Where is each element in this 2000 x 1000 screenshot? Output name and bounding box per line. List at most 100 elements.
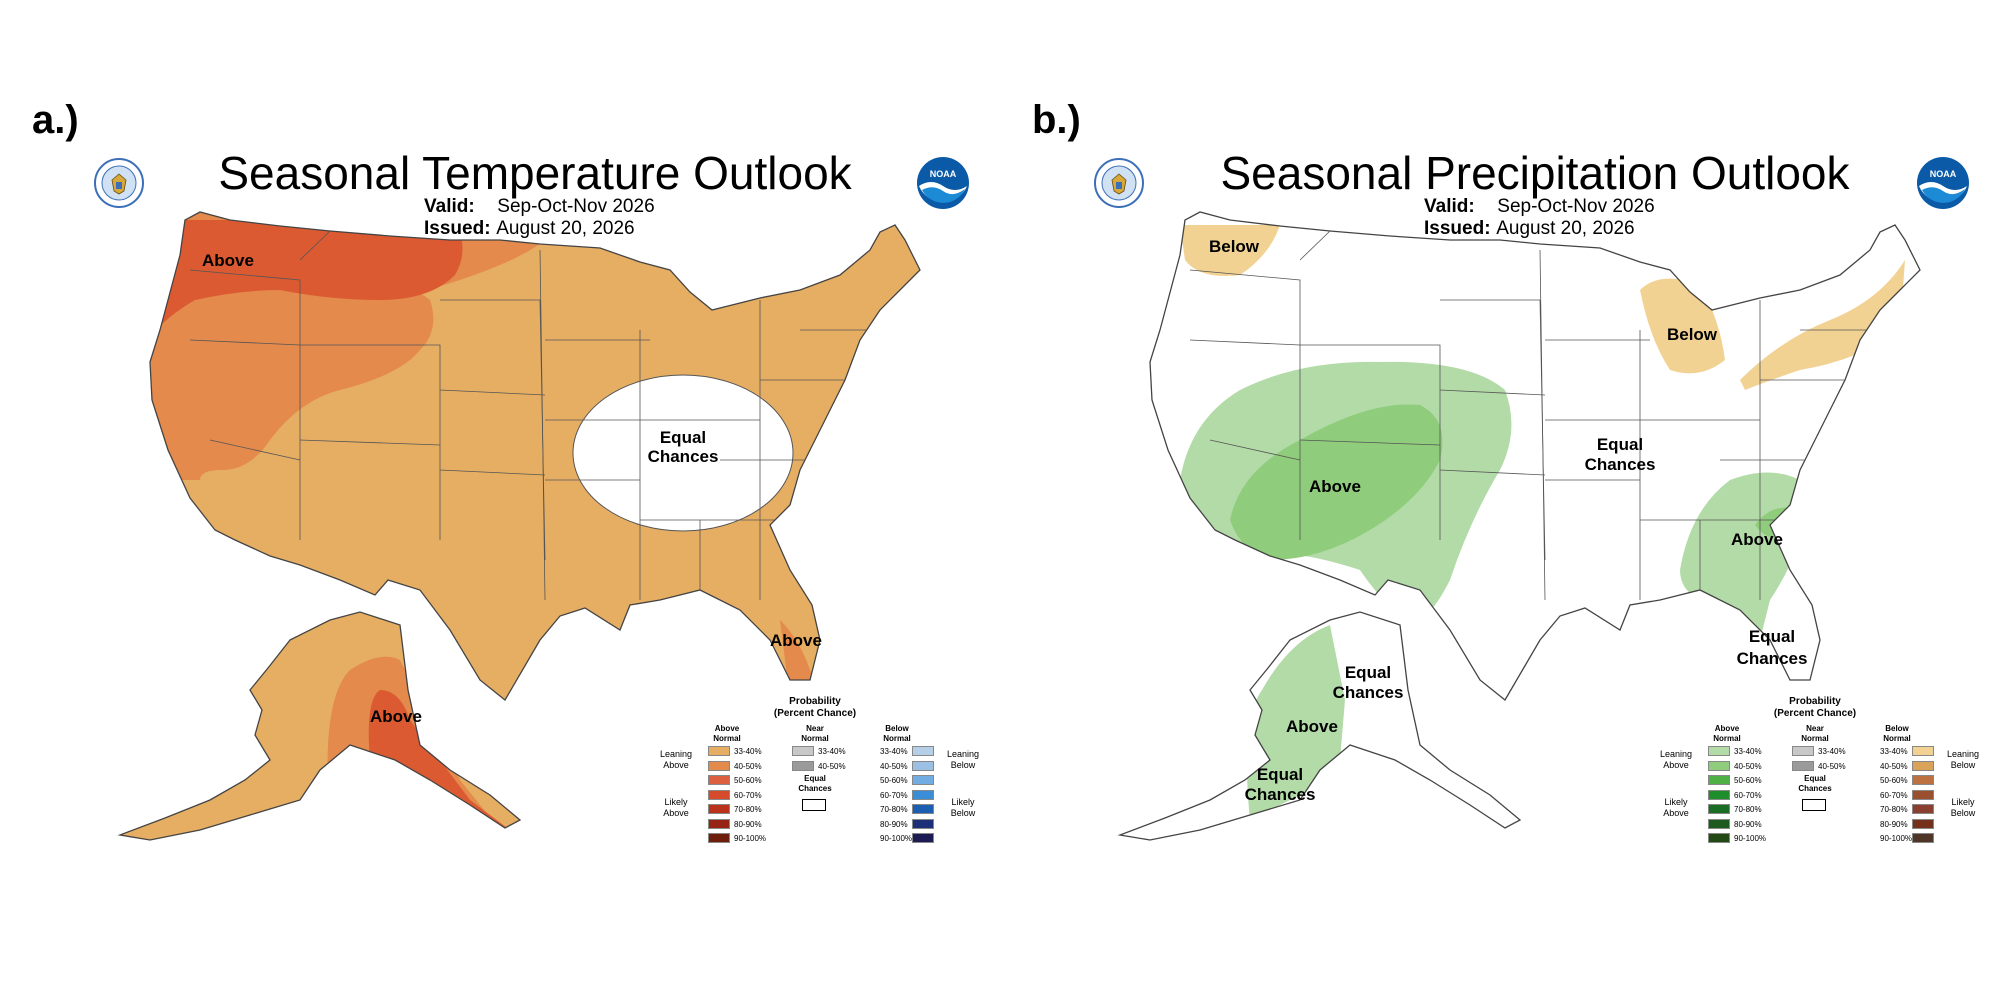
leaning-below-1: Leaning	[946, 749, 980, 759]
below-swatch	[1912, 789, 1934, 800]
equal-chances-swatch	[1802, 799, 1826, 811]
equal-chances-legend-label: Equal Chances	[790, 774, 840, 794]
likely-above-1: Likely	[1664, 797, 1688, 807]
above-range-label: 90-100%	[1734, 834, 1767, 843]
below-range-label: 50-60%	[880, 776, 908, 785]
issued-label: Issued:	[1424, 218, 1491, 239]
leaning-above-1: Leaning	[1659, 749, 1693, 759]
above-range-label: 50-60%	[734, 776, 762, 785]
below-range-label: 50-60%	[1880, 776, 1908, 785]
below-swatch	[912, 833, 934, 843]
region-label-northwest-below: Below	[1209, 237, 1260, 256]
above-head-2: Normal	[713, 734, 741, 743]
below-range-label: 80-90%	[1880, 819, 1908, 829]
valid-label: Valid:	[1424, 196, 1475, 217]
commerce-seal-icon	[1094, 158, 1144, 208]
likely-below-label: Likely Below	[940, 797, 986, 819]
leaning-above-1: Leaning	[659, 749, 693, 759]
temperature-outlook-panel: a.) Seasonal Temperature Outlook Valid: …	[32, 98, 986, 843]
contour-50-60-northwest	[150, 220, 463, 350]
likely-above-label: Likely Above	[656, 797, 696, 819]
above-swatch	[1708, 789, 1730, 800]
near-swatch	[1792, 760, 1814, 771]
issued-line: Issued: August 20, 2026	[1424, 218, 1635, 240]
region-label-chances-florida: Chances	[1737, 649, 1808, 668]
below-swatch	[1912, 818, 1934, 829]
region-label-chances: Chances	[648, 447, 719, 466]
below-range-label: 70-80%	[1880, 805, 1908, 814]
above-head-1: Above	[1714, 724, 1740, 733]
above-range-label: 70-80%	[734, 805, 762, 814]
below-swatch	[1912, 775, 1934, 785]
above-range-label: 80-90%	[734, 819, 762, 829]
contour-40-50-west	[150, 258, 434, 480]
likely-below-label: Likely Below	[1940, 797, 1986, 819]
above-swatch	[1708, 746, 1730, 756]
below-range-label: 40-50%	[880, 761, 908, 771]
state-borders	[1189, 230, 1880, 601]
near-range-label: 33-40%	[1818, 747, 1846, 756]
below-normal-head: Below Normal	[1872, 724, 1922, 744]
above-range-label: 80-90%	[1734, 819, 1762, 829]
map-title: Seasonal Temperature Outlook	[218, 147, 852, 199]
noaa-logo-icon: NOAA	[1917, 157, 1969, 209]
svg-text:NOAA: NOAA	[1930, 169, 1957, 179]
legend-equal-2: Chances	[798, 784, 832, 793]
near-swatch	[792, 746, 814, 756]
near-swatch	[1792, 746, 1814, 756]
near-range-label: 40-50%	[818, 761, 846, 771]
above-swatch	[708, 746, 730, 756]
region-label-southwest-above: Above	[1309, 477, 1361, 496]
region-label-great-lakes-below: Below	[1667, 325, 1718, 344]
above-swatch	[1708, 760, 1730, 771]
valid-line: Valid: Sep-Oct-Nov 2026	[424, 196, 655, 218]
above-swatch	[708, 833, 730, 843]
map-title: Seasonal Precipitation Outlook	[1220, 147, 1850, 199]
leaning-below-2: Below	[950, 760, 976, 770]
leaning-above-label: Leaning Above	[1656, 749, 1696, 771]
below-range-label: 40-50%	[1880, 761, 1908, 771]
near-swatch	[792, 760, 814, 771]
region-label-florida-above: Above	[770, 631, 822, 650]
above-swatch	[708, 818, 730, 829]
legend-equal-1: Equal	[1804, 774, 1826, 783]
below-range-label: 60-70%	[880, 790, 908, 800]
valid-line: Valid: Sep-Oct-Nov 2026	[1424, 196, 1655, 218]
region-label-chances-alaska-sw: Chances	[1245, 785, 1316, 804]
contour-dry-northwest	[1180, 225, 1280, 276]
valid-value: Sep-Oct-Nov 2026	[1497, 196, 1655, 217]
legend-equal-2: Chances	[1798, 784, 1832, 793]
above-range-label: 60-70%	[1734, 790, 1762, 800]
near-head-1: Near	[1806, 724, 1824, 733]
above-range-label: 70-80%	[1734, 805, 1762, 814]
above-range-label: 60-70%	[734, 790, 762, 800]
leaning-below-label: Leaning Below	[940, 749, 986, 771]
equal-chances-legend-label: Equal Chances	[1790, 774, 1840, 794]
below-swatch	[1912, 804, 1934, 814]
likely-below-2: Below	[950, 808, 976, 818]
region-label-alaska-above: Above	[370, 707, 422, 726]
issued-line: Issued: August 20, 2026	[424, 218, 635, 240]
likely-below-1: Likely	[951, 797, 975, 807]
near-head-2: Normal	[1801, 734, 1829, 743]
issued-label: Issued:	[424, 218, 491, 239]
near-normal-head: Near Normal	[1790, 724, 1840, 744]
near-range-label: 33-40%	[818, 747, 846, 756]
above-swatch	[1708, 804, 1730, 814]
noaa-logo-icon: NOAA	[917, 157, 969, 209]
legend-title-line2: (Percent Chance)	[773, 708, 857, 719]
below-range-label: 90-100%	[1880, 834, 1913, 843]
above-range-label: 33-40%	[734, 747, 762, 756]
below-swatch	[912, 789, 934, 800]
precipitation-map: Below Below Above Above Equal Chances Eq…	[1119, 211, 1921, 841]
near-range-label: 40-50%	[1818, 761, 1846, 771]
temperature-map: Above Equal Chances Above Above	[119, 211, 921, 841]
issued-value: August 20, 2026	[1496, 218, 1635, 239]
below-swatch	[912, 775, 934, 785]
above-range-label: 40-50%	[734, 761, 762, 771]
above-range-label: 50-60%	[1734, 776, 1762, 785]
above-head-1: Above	[714, 724, 740, 733]
panel-label: a.)	[32, 98, 79, 142]
leaning-above-label: Leaning Above	[656, 749, 696, 771]
precip-probability-contours	[1180, 225, 1905, 640]
